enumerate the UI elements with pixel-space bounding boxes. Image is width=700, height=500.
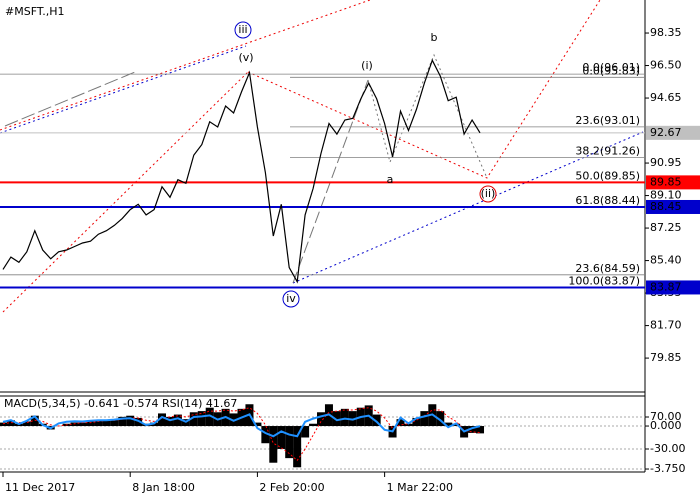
x-tick-label: 8 Jan 18:00	[132, 481, 195, 494]
fib-label: 23.6(84.59)	[575, 262, 640, 275]
macd-bar	[189, 412, 198, 427]
macd-bar	[158, 413, 167, 427]
wave-label: iv	[286, 292, 296, 305]
macd-bar	[102, 420, 111, 427]
wave-line	[292, 79, 369, 284]
macd-bar	[285, 426, 294, 459]
channel-line	[0, 45, 247, 134]
y-tick-label: 70.00	[650, 410, 682, 423]
price-box-label: 92.67	[650, 126, 682, 139]
wave-circle	[234, 21, 252, 39]
y-tick-label: 85.40	[650, 254, 682, 267]
y-tick-label: 81.70	[650, 319, 682, 332]
wave-label: (v)	[238, 51, 253, 64]
indicator-label: MACD(5,34,5) -0.641 -0.574 RSI(14) 41.67	[4, 397, 237, 410]
y-tick-label: 94.65	[650, 91, 682, 104]
price-box-label: 88.45	[650, 200, 682, 213]
y-tick-label: 98.35	[650, 26, 682, 39]
x-tick-label: 2 Feb 20:00	[259, 481, 324, 494]
wave-label: (ii)	[481, 187, 496, 200]
price-box	[646, 199, 700, 214]
macd-bar	[468, 426, 477, 433]
macd-bar	[372, 414, 381, 427]
fib-label: 0.0(96.01)	[582, 61, 640, 74]
y-tick-label: 96.50	[650, 59, 682, 72]
wave-label: (i)	[361, 59, 373, 72]
wave-label: b	[431, 31, 438, 44]
macd-bar	[30, 415, 39, 427]
wave-circle	[282, 290, 300, 308]
macd-bar	[173, 414, 182, 427]
macd-bar	[6, 420, 15, 427]
price-box	[646, 175, 700, 190]
macd-bar	[126, 415, 135, 427]
macd-bar	[261, 426, 270, 444]
macd-bar	[420, 411, 429, 427]
macd-bar	[317, 412, 326, 427]
macd-bar	[0, 422, 7, 427]
price-box-label: 89.85	[650, 175, 682, 188]
price-box	[646, 125, 700, 140]
channel-line	[0, 0, 371, 131]
price-box-label: 83.87	[650, 280, 682, 293]
macd-bar	[110, 419, 119, 427]
macd-bar	[332, 411, 341, 427]
macd-bar	[118, 416, 127, 427]
macd-bar	[197, 411, 206, 427]
macd-bar	[340, 408, 349, 427]
macd-bar	[301, 426, 310, 438]
price-line	[2, 58, 481, 284]
y-tick-label: 87.25	[650, 221, 682, 234]
macd-bar	[134, 418, 143, 427]
macd-bar	[277, 426, 286, 449]
fib-label: 23.6(93.01)	[575, 114, 640, 127]
price-box	[646, 280, 700, 295]
macd-bar	[293, 426, 302, 468]
y-tick-label: -3.750	[650, 462, 685, 475]
wave-circle	[479, 185, 497, 203]
rsi-line	[2, 413, 481, 438]
macd-bar	[452, 423, 461, 427]
y-tick-label: 0.000	[650, 419, 682, 432]
macd-bar	[412, 418, 421, 427]
macd-bar	[253, 422, 262, 427]
fib-label: 38.2(91.26)	[575, 145, 640, 158]
macd-bar	[404, 423, 413, 427]
fib-label: 0.0(95.83)	[582, 64, 640, 77]
macd-bar	[396, 419, 405, 427]
macd-bar	[269, 426, 278, 463]
macd-bar	[476, 426, 485, 434]
y-tick-label: 79.85	[650, 351, 682, 364]
wave-label: iii	[238, 23, 247, 36]
macd-bar	[436, 411, 445, 427]
macd-bar	[70, 422, 79, 427]
channel-line	[4, 71, 136, 127]
fib-label: 100.0(83.87)	[568, 274, 640, 287]
macd-bar	[78, 422, 87, 427]
fib-label: 50.0(89.85)	[575, 169, 640, 182]
fib-label: 61.8(88.44)	[575, 194, 640, 207]
macd-bar	[165, 416, 174, 427]
projection-line	[247, 0, 601, 179]
macd-bar	[205, 407, 214, 427]
macd-bar	[309, 423, 318, 427]
chart-title: #MSFT.,H1	[5, 5, 65, 18]
signal-line	[2, 407, 481, 462]
y-tick-label: 89.10	[650, 189, 682, 202]
y-tick-label: -30.00	[650, 442, 685, 455]
wave-label: a	[387, 173, 394, 186]
macd-bar	[94, 420, 103, 427]
macd-bar	[22, 421, 31, 427]
x-tick-label: 11 Dec 2017	[5, 481, 75, 494]
macd-bar	[444, 422, 453, 427]
macd-bar	[86, 421, 95, 427]
channel-line	[2, 71, 249, 313]
x-tick-label: 1 Mar 22:00	[387, 481, 453, 494]
y-tick-label: 90.95	[650, 156, 682, 169]
